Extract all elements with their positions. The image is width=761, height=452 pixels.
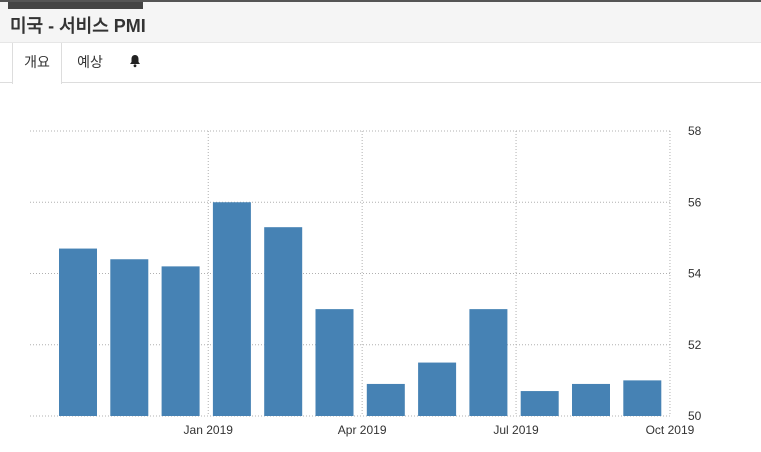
bar[interactable] [110,259,149,416]
tab-bar: 개요 예상 [0,42,761,84]
bar[interactable] [418,362,457,416]
bar[interactable] [264,227,303,416]
tab-alert[interactable] [120,43,150,83]
header-bar: 미국 - 서비스 PMI [0,0,761,42]
bar[interactable] [366,383,405,416]
x-tick-label: Jan 2019 [184,423,234,437]
bar-chart: 50 52 54 56 58 Jan 2019 Apr 2019 Jul 2019 Oct 20… [30,124,702,437]
x-tick-label: Apr 2019 [338,423,387,437]
x-tick-label: Oct 2019 [646,423,695,437]
bell-icon [128,44,142,82]
y-tick-label: 52 [688,338,702,352]
top-nav-chip[interactable] [8,2,143,9]
bar[interactable] [623,380,662,416]
y-tick-label: 58 [688,124,702,138]
y-tick-label: 54 [688,267,702,281]
bar[interactable] [59,248,97,416]
bar[interactable] [572,383,610,416]
y-tick-label: 50 [688,409,702,423]
x-tick-label: Jul 2019 [493,423,539,437]
bar[interactable] [520,391,559,416]
y-tick-label: 56 [688,195,702,209]
bar[interactable] [161,266,200,416]
page-title: 미국 - 서비스 PMI [10,16,146,36]
tab-overview[interactable]: 개요 [12,43,62,84]
bar[interactable] [315,309,354,416]
tab-forecast[interactable]: 예상 [77,54,103,70]
bar[interactable] [212,202,251,416]
bar[interactable] [469,309,508,416]
